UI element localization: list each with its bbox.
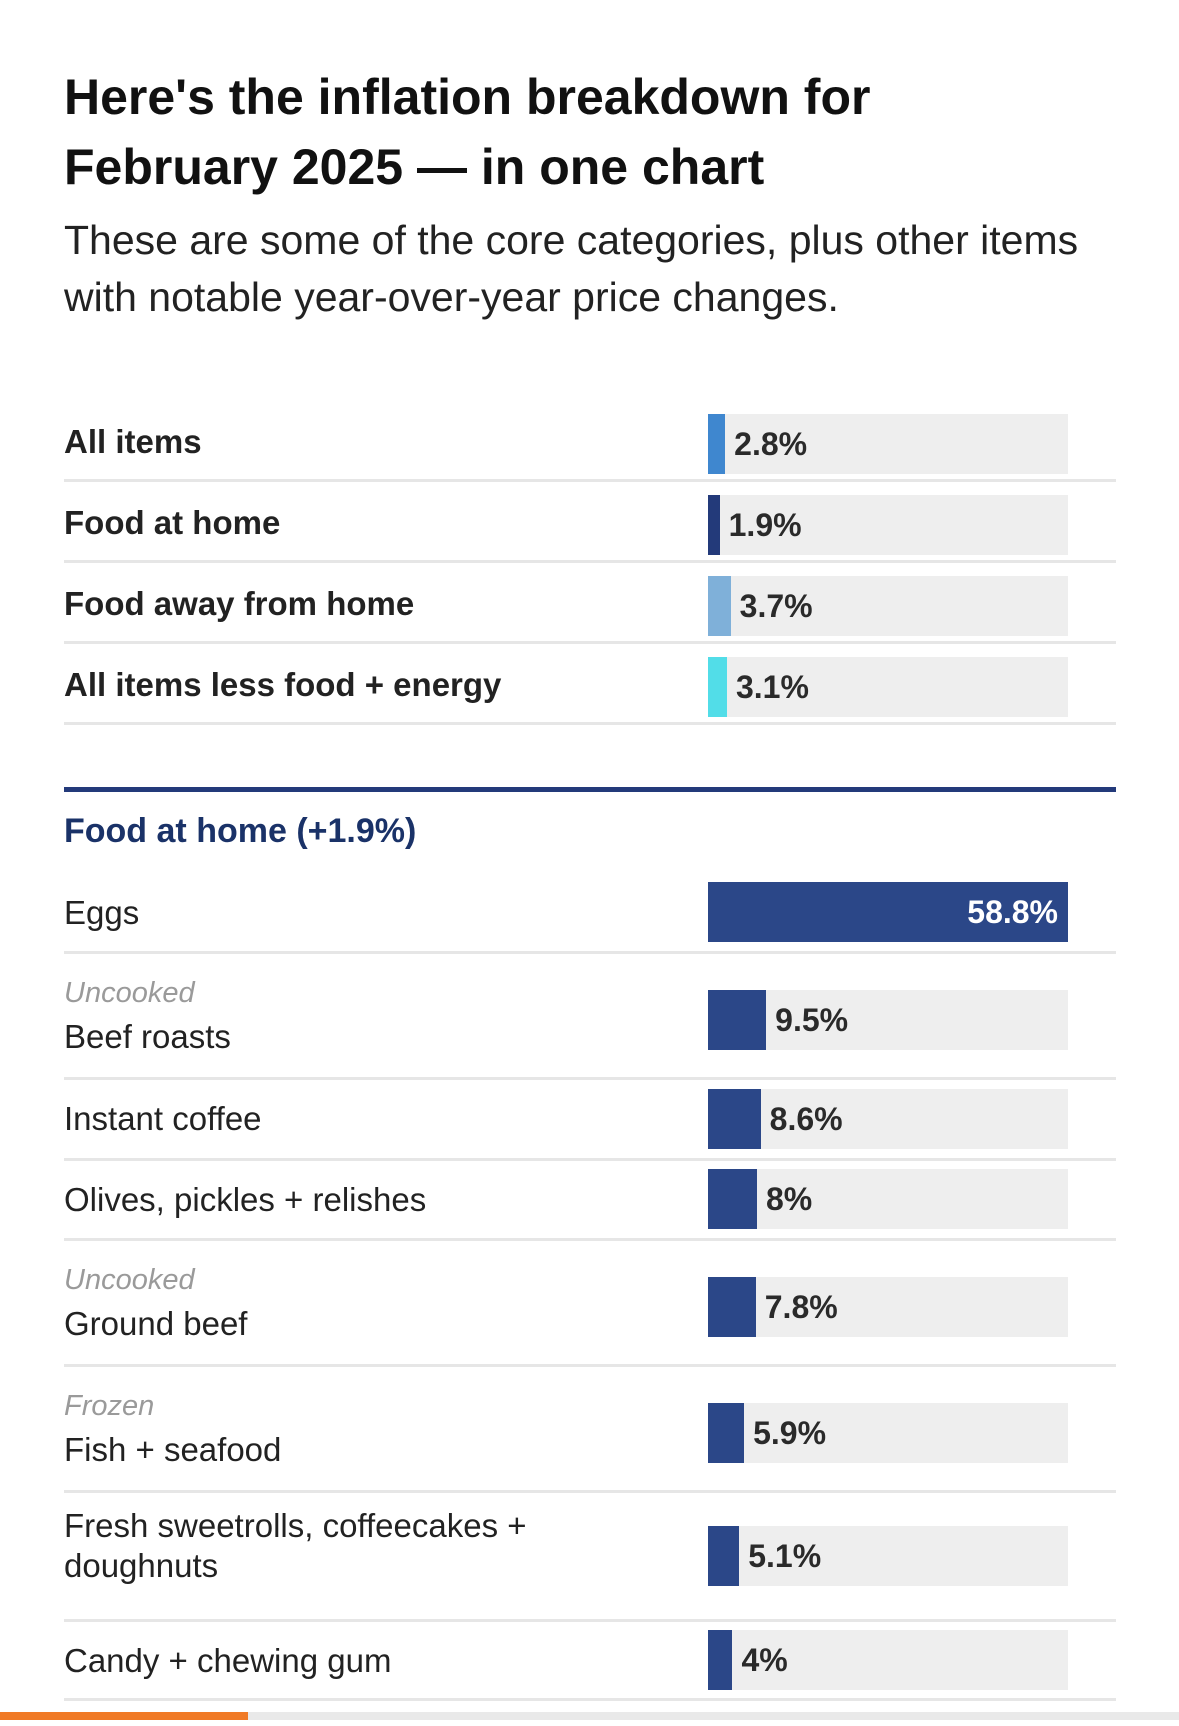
bar-track: 5.9% [708, 1403, 1068, 1463]
bar [708, 990, 767, 1050]
row-label: Food away from home [64, 584, 624, 624]
row-label: Uncooked Beef roasts [64, 973, 624, 1057]
bar-value-label: 5.1% [748, 1538, 822, 1574]
row-label: Eggs [64, 893, 624, 933]
bar-value-label: 8% [765, 1181, 813, 1217]
row-name: Eggs [64, 894, 140, 931]
bar-value-label: 8.6% [769, 1101, 843, 1137]
bar-track: 3.1% [708, 657, 1068, 717]
bar-value-label: 2.8% [734, 426, 808, 462]
row-label: Uncooked Ground beef [64, 1260, 624, 1344]
item-row: Uncooked Ground beef 7.8% [64, 1240, 1116, 1367]
bar-track: 3.7% [708, 576, 1068, 636]
bar [708, 1277, 756, 1337]
bar [708, 576, 731, 636]
item-row: Fresh sweetrolls, coffeecakes + doughnut… [64, 1492, 1116, 1622]
chart-subtitle: These are some of the core categories, p… [64, 217, 1079, 320]
row-label: All items less food + energy [64, 665, 624, 705]
row-name: Fish + seafood [64, 1431, 282, 1468]
item-row: Instant coffee 8.6% [64, 1079, 1116, 1161]
bar-value-label: 58.8% [967, 894, 1058, 930]
bar-value-label: 9.5% [775, 1002, 849, 1038]
scroll-progress-fill [0, 1712, 248, 1720]
item-row: Uncooked Beef roasts 9.5% [64, 953, 1116, 1080]
bar-value-label: 1.9% [728, 507, 802, 543]
core-row: All items 2.8% [64, 402, 1116, 482]
row-qualifier: Uncooked [64, 1264, 195, 1296]
bar-track: 2.8% [708, 414, 1068, 474]
row-name: All items less food + energy [64, 666, 502, 703]
row-label: Candy + chewing gum [64, 1641, 624, 1681]
bar-track: 7.8% [708, 1277, 1068, 1337]
row-name: Ground beef [64, 1305, 248, 1342]
row-label: Fresh sweetrolls, coffeecakes + doughnut… [64, 1506, 624, 1586]
item-row: Frozen Fish + seafood 5.9% [64, 1366, 1116, 1493]
bar-value-label: 4% [741, 1642, 788, 1678]
scroll-progress-track [0, 1712, 1179, 1720]
row-name: Beef roasts [64, 1018, 231, 1055]
row-qualifier: Frozen [64, 1390, 155, 1422]
bar-track: 58.8% [708, 882, 1068, 942]
bar [708, 414, 726, 474]
bar-value-label: 3.1% [735, 669, 809, 705]
row-name: Fresh sweetrolls, coffeecakes + doughnut… [64, 1507, 527, 1584]
bar-value-label: 5.9% [753, 1415, 827, 1451]
bar-track: 4% [708, 1630, 1068, 1690]
row-name: Candy + chewing gum [64, 1642, 392, 1679]
row-name: Instant coffee [64, 1100, 262, 1137]
row-label: Food at home [64, 503, 624, 543]
row-label: Instant coffee [64, 1099, 624, 1139]
row-qualifier: Uncooked [64, 977, 195, 1009]
row-label: All items [64, 422, 624, 462]
row-label: Frozen Fish + seafood [64, 1386, 624, 1470]
item-row: Eggs 58.8% [64, 873, 1116, 954]
row-name: All items [64, 423, 202, 460]
bar [708, 657, 727, 717]
row-name: Food away from home [64, 585, 415, 622]
bar [708, 495, 720, 555]
bar-value-label: 3.7% [739, 588, 813, 624]
bar [708, 882, 1068, 942]
item-row: Candy + chewing gum 4% [64, 1621, 1116, 1701]
section-title: Food at home (+1.9%) [64, 812, 417, 850]
core-row: Food at home 1.9% [64, 483, 1116, 563]
bar [708, 1526, 740, 1586]
bar [708, 1630, 733, 1690]
core-row: Food away from home 3.7% [64, 564, 1116, 644]
bar-value-label: 7.8% [764, 1289, 838, 1325]
row-name: Food at home [64, 504, 281, 541]
chart-title: Here's the inflation breakdown for Febru… [64, 69, 871, 195]
section-divider [64, 787, 1116, 792]
bar-track: 8% [708, 1169, 1068, 1229]
core-row: All items less food + energy 3.1% [64, 645, 1116, 725]
row-name: Olives, pickles + relishes [64, 1181, 427, 1218]
bar [708, 1089, 761, 1149]
bar-track: 5.1% [708, 1526, 1068, 1586]
item-row: Olives, pickles + relishes 8% [64, 1160, 1116, 1241]
bar [708, 1169, 757, 1229]
row-label: Olives, pickles + relishes [64, 1180, 624, 1220]
bar [708, 1403, 745, 1463]
bar-track: 1.9% [708, 495, 1068, 555]
bar-track: 8.6% [708, 1089, 1068, 1149]
bar-track: 9.5% [708, 990, 1068, 1050]
